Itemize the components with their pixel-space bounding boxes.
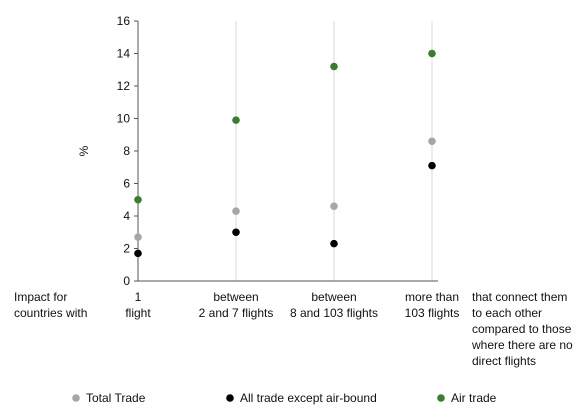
right-note-line: direct flights [472, 354, 536, 368]
x-category-label: more than [405, 290, 459, 304]
y-tick-label: 12 [117, 79, 131, 93]
legend-label: Total Trade [86, 391, 146, 405]
x-category-label: 8 and 103 flights [290, 306, 378, 320]
y-tick-label: 8 [123, 144, 130, 158]
legend-label: Air trade [451, 391, 497, 405]
row-label-line: countries with [14, 306, 87, 320]
legend-marker [226, 394, 234, 402]
row-label: Impact for countries with [14, 290, 87, 320]
x-category-label: between [311, 290, 356, 304]
x-tick-labels: 1 flight between 2 and 7 flights between 8 an… [125, 290, 459, 320]
y-tick-labels: 0 2 4 6 8 10 12 14 16 [117, 14, 131, 288]
data-point-total-trade [232, 207, 240, 215]
data-point-air-trade [232, 116, 240, 124]
y-tick-label: 2 [123, 242, 130, 256]
legend: Total Trade All trade except air-bound Air… [72, 391, 497, 405]
data-point-all-trade-except-air-bound [428, 161, 436, 170]
legend-marker [437, 394, 445, 402]
right-note: that connect them to each other compared t… [471, 290, 573, 368]
data-point-total-trade [428, 137, 436, 146]
right-note-line: to each other [472, 306, 542, 320]
x-category-label: 1 [135, 290, 142, 304]
y-tick-label: 6 [123, 177, 130, 191]
x-category-label: 103 flights [405, 306, 460, 320]
data-point-all-trade-except-air-bound [232, 228, 240, 237]
row-label-line: Impact for [14, 290, 67, 304]
data-point-air-trade [330, 62, 338, 71]
y-tick-label: 14 [117, 47, 131, 61]
legend-marker [72, 394, 80, 402]
x-category-label: 2 and 7 flights [199, 306, 274, 320]
data-points [134, 49, 436, 258]
right-note-line: that connect them [472, 290, 567, 304]
data-point-total-trade [134, 233, 142, 241]
y-tick-label: 0 [123, 274, 130, 288]
y-axis-label: % [77, 145, 91, 156]
data-point-air-trade [134, 195, 142, 204]
y-tick-label: 4 [123, 209, 130, 223]
y-tick-label: 10 [117, 112, 131, 126]
x-category-label: between [213, 290, 258, 304]
y-tick-label: 16 [117, 14, 131, 28]
legend-label: All trade except air-bound [240, 391, 377, 405]
x-category-label: flight [125, 306, 151, 320]
right-note-line: compared to those [472, 322, 572, 336]
data-point-total-trade [330, 202, 338, 211]
right-note-line: where there are no [471, 338, 573, 352]
y-axis [134, 20, 438, 282]
data-point-all-trade-except-air-bound [134, 249, 142, 258]
data-point-air-trade [428, 49, 436, 58]
data-point-all-trade-except-air-bound [330, 239, 338, 248]
